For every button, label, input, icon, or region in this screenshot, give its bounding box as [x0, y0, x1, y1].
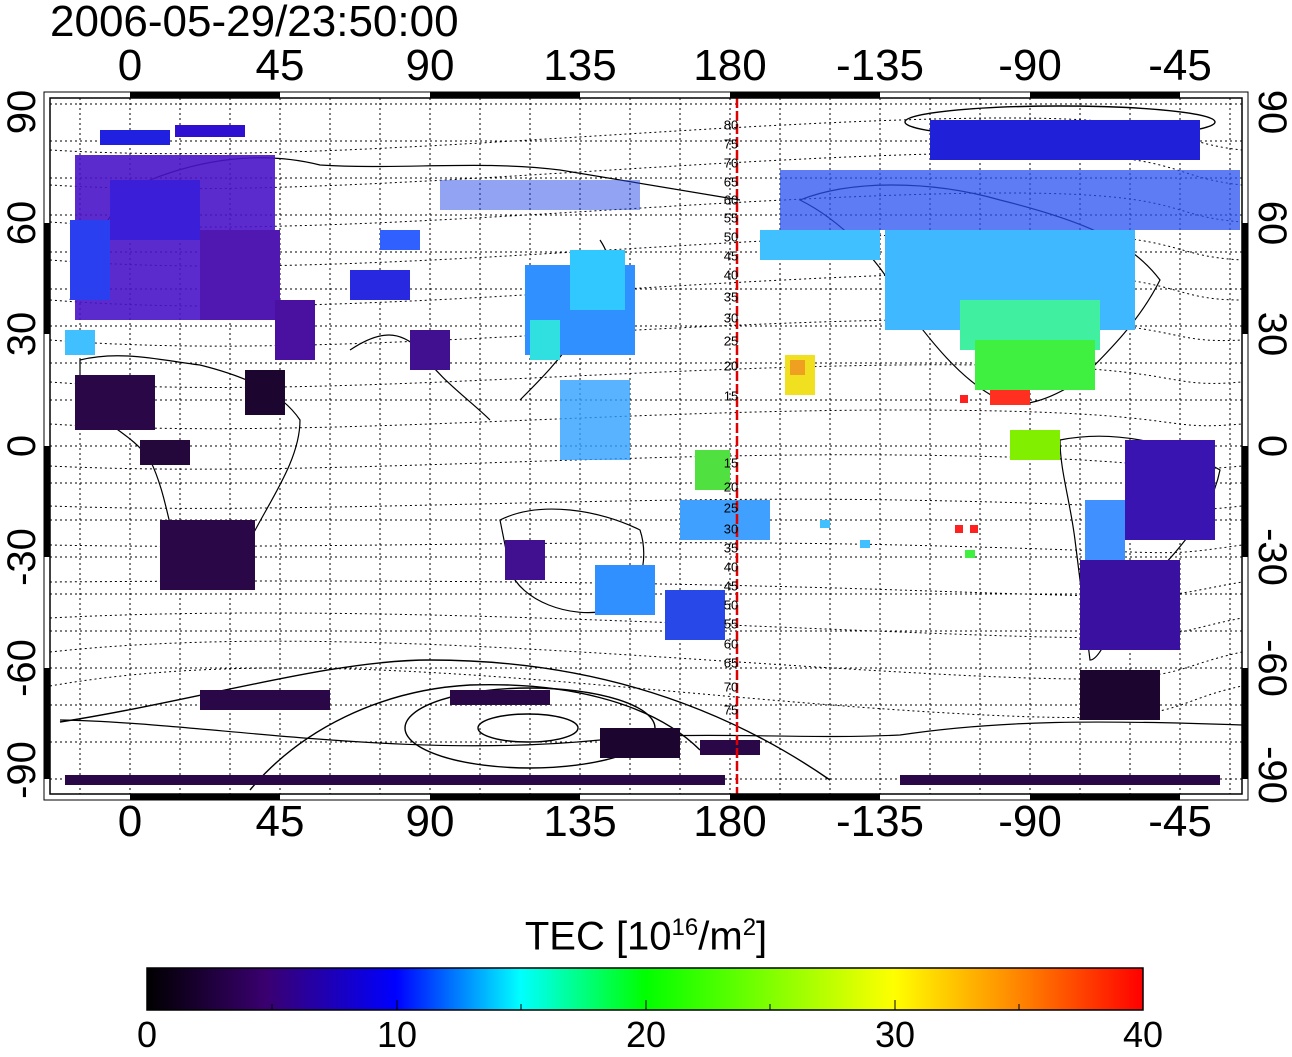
mlat-label: 25: [723, 333, 739, 349]
lon-tick-bottom: -45: [1148, 797, 1212, 846]
lon-tick-top: 90: [405, 41, 455, 90]
lon-tick-top: -45: [1148, 41, 1212, 90]
tec-observations: [65, 120, 1240, 785]
colorbar-tick: 40: [1122, 1014, 1164, 1055]
mlat-label: 30: [723, 310, 739, 326]
mlat-label: 30: [723, 521, 739, 537]
colorbar-tick: 10: [376, 1014, 418, 1055]
colorbar-tick: 30: [874, 1014, 916, 1055]
colorbar: [146, 967, 1144, 1011]
colorbar-tick: 0: [136, 1014, 158, 1055]
lon-tick-bottom: -135: [835, 797, 925, 846]
mlat-label: 70: [723, 155, 739, 171]
mlat-label: 35: [723, 289, 739, 305]
lon-tick-top: -90: [998, 41, 1062, 90]
mlat-label: 60: [723, 636, 739, 652]
mlat-label: 70: [723, 679, 739, 695]
colorbar-title-end: ]: [756, 914, 768, 959]
mlat-label: 75: [723, 702, 739, 718]
mlat-label: 25: [723, 500, 739, 516]
lon-tick-top: 0: [117, 41, 143, 90]
colorbar-title-main: TEC [10: [524, 914, 672, 959]
colorbar-gradient: [146, 967, 1144, 1011]
lon-tick-top: -135: [835, 41, 925, 90]
mlat-label: 55: [723, 616, 739, 632]
lon-tick-top: 45: [255, 41, 305, 90]
mlat-label: 40: [723, 559, 739, 575]
colorbar-title-exponent: 16: [671, 914, 699, 941]
mlat-label: 80: [723, 117, 739, 133]
mlat-label: 20: [723, 479, 739, 495]
mlat-label: 40: [723, 267, 739, 283]
lon-tick-bottom: 180: [693, 797, 767, 846]
mlat-label: 15: [723, 455, 739, 471]
lon-tick-bottom: 90: [405, 797, 455, 846]
lon-tick-bottom: 135: [543, 797, 617, 846]
mlat-label: 75: [723, 136, 739, 152]
lon-tick-bottom: 0: [117, 797, 143, 846]
mlat-label: 60: [723, 192, 739, 208]
mlat-label: 65: [723, 174, 739, 190]
mlat-label: 20: [723, 358, 739, 374]
colorbar-title-unit: /m: [698, 914, 743, 959]
lon-tick-bottom: 45: [255, 797, 305, 846]
mlat-label: 50: [723, 597, 739, 613]
mlat-label: 50: [723, 229, 739, 245]
timestamp-title: 2006-05-29/23:50:00: [50, 0, 459, 46]
mlat-label: 15: [723, 388, 739, 404]
colorbar-tick: 20: [625, 1014, 667, 1055]
map-content: [50, 98, 1242, 794]
lon-tick-top: 180: [693, 41, 767, 90]
mlat-label: 45: [723, 248, 739, 264]
mlat-label: 55: [723, 210, 739, 226]
colorbar-title-exponent2: 2: [742, 914, 757, 941]
tec-map: [43, 91, 1249, 801]
mlat-label: 35: [723, 540, 739, 556]
lon-tick-top: 135: [543, 41, 617, 90]
border-ticks: [44, 92, 1248, 800]
colorbar-title: TEC [1016/m2]: [0, 905, 1292, 959]
colorbar-minor-ticks: [271, 1000, 1020, 1010]
lon-tick-bottom: -90: [998, 797, 1062, 846]
mlat-label: 45: [723, 578, 739, 594]
mlat-label: 65: [723, 655, 739, 671]
